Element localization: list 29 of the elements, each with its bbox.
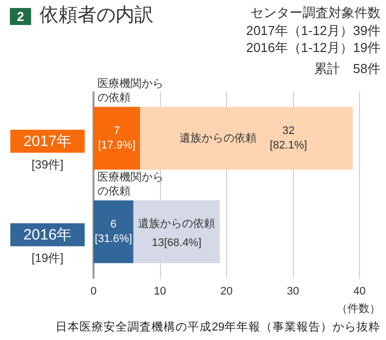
text: 累計 58件 bbox=[314, 61, 381, 76]
x-tick-label: 40 bbox=[353, 286, 366, 298]
text: 2017年（1-12月）39件 bbox=[246, 23, 381, 38]
text: 医療機関からの依頼 bbox=[98, 78, 164, 104]
x-tick-label: 30 bbox=[286, 286, 300, 298]
text: 2 bbox=[16, 9, 24, 24]
x-tick-label: 0 bbox=[90, 286, 97, 298]
data-label: 32 [82.1%] bbox=[270, 125, 308, 152]
total-label: [39件] bbox=[31, 157, 64, 172]
series-label: 遺族からの依頼 bbox=[138, 216, 216, 230]
total-label: [19件] bbox=[31, 250, 64, 265]
chart-title: 依頼者の内訳 bbox=[40, 5, 154, 26]
data-label: 6 [31.6%] bbox=[94, 218, 132, 245]
x-tick-label: 20 bbox=[220, 286, 233, 298]
bar bbox=[94, 106, 140, 170]
text: 遺族からの依頼 bbox=[179, 132, 256, 144]
bar bbox=[133, 200, 220, 264]
bar bbox=[140, 106, 353, 170]
series-label: 医療機関からの依頼 bbox=[98, 170, 164, 198]
text: センター調査対象件数 bbox=[250, 5, 380, 20]
text: 2016年（1-12月）19件 bbox=[246, 40, 381, 55]
text: 日本医療安全調査機構の平成29年年報（事業報告）から抜粋 bbox=[56, 320, 381, 334]
y-tick-label: 2017年 bbox=[23, 132, 72, 150]
data-label: 7 [17.9%] bbox=[98, 125, 136, 152]
bar bbox=[94, 200, 134, 264]
x-tick-label: 10 bbox=[154, 286, 166, 298]
data-label: 13[68.4%] bbox=[152, 236, 202, 249]
y-tick-label: 2016年 bbox=[23, 226, 72, 244]
x-axis-title: （件数） bbox=[336, 303, 380, 315]
